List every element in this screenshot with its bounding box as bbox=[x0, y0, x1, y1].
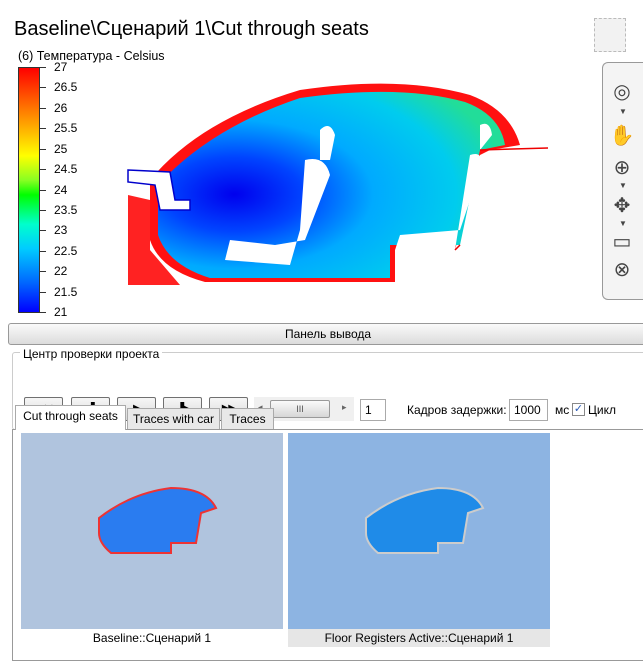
legend-tick-mark bbox=[40, 189, 46, 191]
legend-tick-mark bbox=[40, 250, 46, 252]
pan-hand-icon[interactable]: ✋ bbox=[609, 125, 635, 147]
legend-tick-mark bbox=[40, 107, 46, 109]
loop-label: Цикл bbox=[588, 403, 616, 417]
temperature-cut-plot[interactable] bbox=[0, 0, 600, 320]
legend-title: (6) Температура - Celsius bbox=[18, 49, 165, 63]
animation-icon[interactable]: ▭ bbox=[612, 231, 632, 253]
legend-tick-label: 22.5 bbox=[54, 243, 78, 258]
legend-tick-label: 24 bbox=[54, 182, 68, 197]
slider-left-arrow-icon[interactable]: ◂ bbox=[258, 402, 263, 412]
legend-tick-mark bbox=[40, 67, 46, 68]
legend-tick-label: 26 bbox=[54, 100, 68, 115]
close-circle-icon[interactable]: ⊗ bbox=[613, 259, 631, 281]
legend-tick-label: 22 bbox=[54, 264, 68, 279]
review-center-label: Центр проверки проекта bbox=[20, 347, 163, 361]
rear-seat bbox=[395, 123, 492, 250]
tab-traces[interactable]: Traces bbox=[221, 408, 274, 429]
orbit-icon[interactable]: ✥ bbox=[613, 195, 631, 217]
floor-hot-region bbox=[128, 195, 180, 285]
slider-thumb[interactable]: III bbox=[270, 400, 330, 418]
legend-tick-mark bbox=[40, 148, 46, 150]
front-seat bbox=[225, 126, 335, 265]
legend-tick-label: 23.5 bbox=[54, 202, 78, 217]
thumbnail-baseline[interactable] bbox=[21, 433, 283, 629]
legend-tick-label: 25 bbox=[54, 141, 68, 156]
legend-tick-mark bbox=[40, 271, 46, 273]
legend-tick-mark bbox=[40, 312, 46, 313]
tab-cut-through-seats[interactable]: Cut through seats bbox=[15, 405, 126, 430]
output-panel-bar[interactable]: Панель вывода bbox=[8, 323, 643, 345]
legend-tick-label: 25.5 bbox=[54, 121, 78, 136]
page-title: Baseline\Сценарий 1\Cut through seats bbox=[14, 18, 369, 40]
navigation-bar: ◎ ▼ ✋ ⊕ ▼ ✥ ▼ ▭ ⊗ bbox=[602, 62, 643, 300]
color-legend-bar bbox=[18, 67, 40, 313]
viewcube-icon[interactable] bbox=[594, 18, 626, 52]
delay-input[interactable]: 1000 bbox=[509, 399, 548, 421]
thumbnail-floor-registers[interactable] bbox=[288, 433, 550, 629]
legend-tick-label: 24.5 bbox=[54, 162, 78, 177]
slider-right-arrow-icon[interactable]: ▸ bbox=[342, 402, 347, 412]
legend-tick-mark bbox=[40, 128, 46, 130]
frame-spinner[interactable]: 1 bbox=[360, 399, 386, 421]
legend-tick-label: 26.5 bbox=[54, 80, 78, 95]
legend-tick-label: 23 bbox=[54, 223, 68, 238]
legend-tick-mark bbox=[40, 230, 46, 232]
tab-traces-with-car[interactable]: Traces with car bbox=[127, 408, 220, 429]
zoom-icon[interactable]: ⊕ bbox=[613, 157, 631, 179]
thumbnail-caption: Floor Registers Active::Сценарий 1 bbox=[288, 629, 550, 647]
legend-tick-mark bbox=[40, 169, 46, 171]
dashboard-vent bbox=[127, 169, 191, 211]
legend-tick-label: 21 bbox=[54, 305, 68, 319]
delay-label: Кадров задержки: bbox=[407, 403, 507, 417]
thumbnail-caption: Baseline::Сценарий 1 bbox=[92, 631, 212, 645]
cabin-air-field bbox=[158, 91, 505, 278]
legend-tick-mark bbox=[40, 291, 46, 293]
legend-tick-label: 27 bbox=[54, 60, 68, 74]
unit-label: мс bbox=[555, 403, 570, 417]
steering-wheel-icon[interactable]: ◎ bbox=[613, 81, 631, 103]
legend-tick-mark bbox=[40, 87, 46, 89]
legend-tick-mark bbox=[40, 209, 46, 211]
loop-checkbox[interactable]: ✓ bbox=[572, 403, 585, 416]
legend-tick-label: 21.5 bbox=[54, 284, 78, 299]
